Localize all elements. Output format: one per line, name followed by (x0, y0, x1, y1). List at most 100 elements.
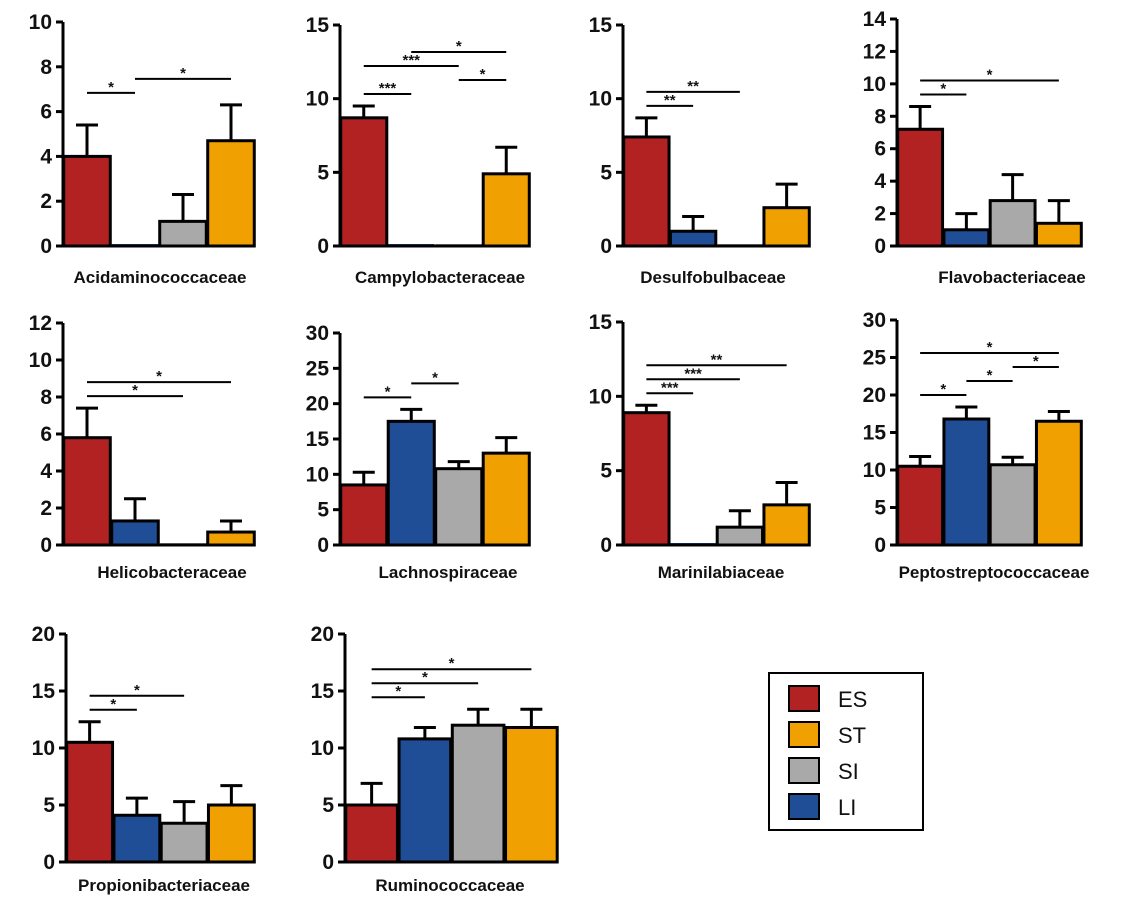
legend-label: ES (838, 687, 867, 712)
y-tick-label: 15 (32, 680, 56, 703)
panel-helicobacteraceae: 0 2 4 6 8 10 12 Helicobacteraceae * * (29, 312, 256, 582)
y-tick-label: 4 (40, 145, 52, 168)
y-tick-label: 0 (322, 851, 334, 874)
panel-title: Desulfobulbaceae (640, 268, 786, 287)
y-tick-label: 15 (589, 14, 613, 37)
bar-es (62, 436, 112, 547)
bar-st (762, 206, 811, 248)
significance-star: ** (664, 92, 676, 109)
bar-li (110, 519, 160, 547)
y-tick-label: 4 (40, 460, 52, 483)
y-tick-label: 20 (32, 623, 55, 646)
panel-desulfobulbaceae: 0 5 10 15 Desulfobulbaceae ** ** (589, 14, 811, 287)
y-tick-label: 6 (40, 101, 52, 124)
y-tick-label: 0 (600, 235, 612, 258)
panel-title: Ruminococcaceae (375, 876, 524, 895)
bar-es (65, 740, 115, 864)
significance-star: * (456, 38, 462, 55)
bar-es (622, 411, 671, 547)
panel-propionibacteriaceae: 0 5 10 15 20 Propionibacteriaceae * * (32, 623, 256, 895)
y-tick-label: 2 (874, 203, 886, 226)
y-tick-label: 10 (589, 88, 612, 111)
bar-si (988, 463, 1037, 547)
panel-title: Peptostreptococcaceae (899, 563, 1090, 582)
bar-es (622, 135, 671, 248)
bar-si (434, 467, 484, 547)
y-tick-label: 10 (863, 73, 886, 96)
legend-swatch-st (788, 721, 820, 748)
significance-star: * (940, 381, 946, 398)
panel-title: Flavobacteriaceae (938, 268, 1085, 287)
significance-star: *** (684, 365, 702, 382)
bar-st (206, 803, 256, 864)
y-tick-label: 12 (863, 40, 886, 63)
y-tick-label: 15 (306, 428, 330, 451)
y-tick-label: 20 (863, 384, 886, 407)
significance-star: * (395, 683, 401, 700)
y-tick-label: 25 (863, 347, 887, 370)
bar-st (481, 172, 531, 248)
bar-st (1034, 419, 1083, 547)
y-tick-label: 8 (874, 105, 886, 128)
panel-title: Campylobacteraceae (355, 268, 525, 287)
bar-si (158, 219, 208, 248)
y-tick-label: 0 (43, 851, 55, 874)
bar-es (339, 116, 389, 248)
y-tick-label: 15 (863, 422, 887, 445)
bar-li (942, 417, 991, 547)
y-tick-label: 10 (32, 737, 55, 760)
panel-lachnospiraceae: 0 5 10 15 20 25 30 Lachnospiraceae * * (306, 322, 531, 582)
y-tick-label: 5 (317, 499, 329, 522)
significance-star: * (1033, 353, 1039, 370)
significance-star: * (940, 81, 946, 98)
y-tick-label: 30 (306, 322, 329, 345)
legend-swatch-li (788, 793, 820, 820)
bar-st (206, 139, 256, 248)
y-tick-label: 10 (306, 463, 329, 486)
bar-es (896, 464, 945, 547)
bar-st (1034, 221, 1083, 248)
y-tick-label: 15 (306, 14, 330, 37)
y-tick-label: 15 (311, 680, 335, 703)
significance-star: * (156, 368, 162, 385)
legend-label: LI (838, 795, 856, 820)
significance-star: * (432, 369, 438, 386)
bar-es (896, 127, 945, 248)
panel-ruminococcaceae: 0 5 10 15 20 Ruminococcaceae * * * (311, 623, 559, 895)
y-tick-label: 0 (874, 235, 886, 258)
y-tick-label: 5 (874, 497, 886, 520)
y-tick-label: 10 (29, 11, 52, 34)
y-tick-label: 10 (29, 349, 52, 372)
y-tick-label: 6 (40, 423, 52, 446)
bar-li (668, 229, 718, 248)
y-tick-label: 6 (874, 138, 886, 161)
panel-title: Propionibacteriaceae (78, 876, 250, 895)
bar-li (397, 737, 453, 864)
y-tick-label: 25 (306, 357, 330, 380)
y-tick-label: 8 (40, 386, 52, 409)
significance-star: *** (402, 52, 420, 69)
y-tick-label: 0 (874, 534, 886, 557)
y-tick-label: 10 (306, 88, 329, 111)
y-tick-label: 5 (322, 794, 334, 817)
bar-li (386, 419, 436, 547)
significance-star: * (449, 655, 455, 672)
y-tick-label: 20 (306, 393, 329, 416)
bar-es (62, 154, 112, 248)
panel-title: Marinilabiaceae (658, 563, 785, 582)
y-tick-label: 0 (40, 235, 52, 258)
bar-st (504, 725, 559, 864)
y-tick-label: 5 (317, 161, 329, 184)
y-tick-label: 10 (863, 459, 886, 482)
significance-star: * (110, 696, 116, 713)
bar-si (988, 199, 1037, 248)
significance-star: * (987, 367, 993, 384)
y-tick-label: 10 (589, 385, 612, 408)
significance-star: * (422, 669, 428, 686)
y-tick-label: 0 (600, 534, 612, 557)
bar-st (206, 530, 256, 547)
legend-label: ST (838, 723, 866, 748)
